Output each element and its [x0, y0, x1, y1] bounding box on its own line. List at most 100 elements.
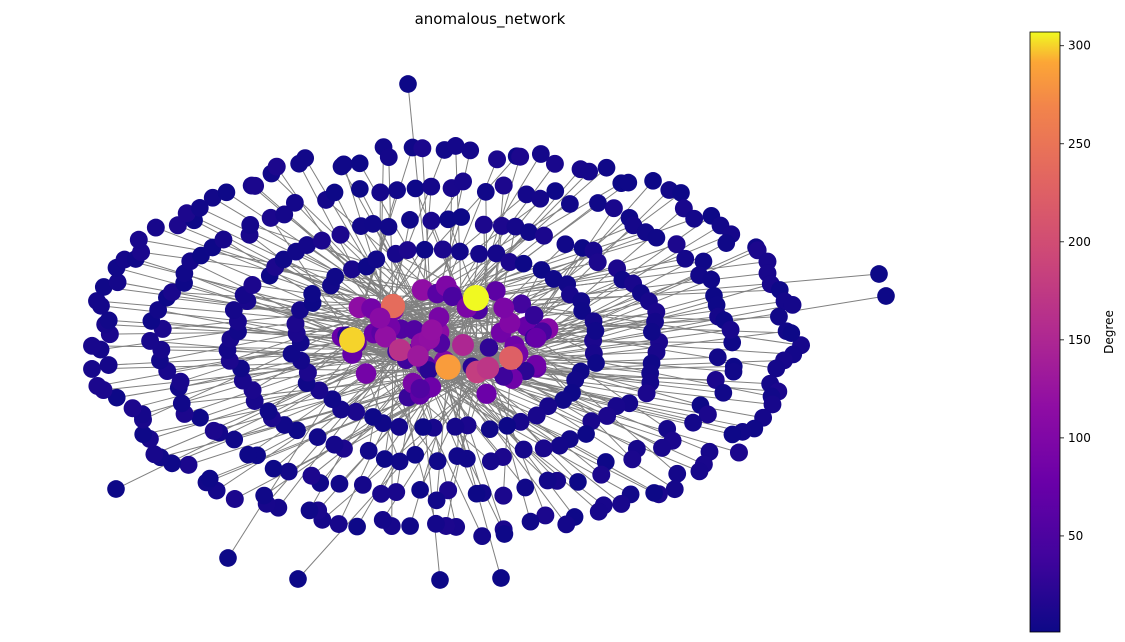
network-node: [544, 270, 563, 288]
network-node: [494, 366, 514, 386]
edge: [392, 305, 725, 321]
network-node: [619, 173, 638, 192]
hub-node: [435, 354, 461, 380]
network-node: [325, 183, 344, 202]
network-node: [355, 363, 377, 384]
network-node: [331, 225, 350, 244]
network-node: [387, 483, 406, 502]
colorbar-gradient: [1029, 31, 1061, 633]
network-node: [190, 199, 209, 217]
network-node: [367, 250, 386, 269]
network-node: [623, 450, 642, 469]
network-node: [191, 408, 209, 427]
network-node: [312, 231, 331, 250]
network-node: [123, 399, 142, 418]
network-node: [580, 162, 599, 181]
network-node: [612, 494, 631, 513]
network-node: [94, 278, 113, 296]
network-node: [637, 384, 656, 403]
network-node: [643, 323, 661, 341]
edge: [395, 253, 477, 299]
edge: [379, 231, 646, 319]
network-node: [470, 244, 489, 263]
network-node: [500, 253, 519, 272]
network-node: [706, 370, 725, 389]
network-node: [330, 474, 349, 493]
network-node: [239, 445, 257, 464]
network-node: [375, 450, 394, 468]
network-node: [524, 306, 544, 325]
network-node: [877, 287, 895, 305]
network-node: [88, 292, 106, 310]
network-node: [721, 320, 740, 339]
network-node: [546, 182, 565, 200]
network-node: [770, 307, 788, 326]
network-node: [285, 193, 304, 212]
network-node: [171, 372, 190, 391]
hub-node: [421, 319, 443, 341]
hub-node: [499, 346, 523, 370]
network-node: [134, 425, 153, 444]
edge: [334, 371, 478, 446]
network-node: [411, 481, 429, 499]
network-node: [516, 478, 535, 497]
network-node: [88, 376, 107, 395]
edge: [447, 366, 560, 447]
network-node: [461, 141, 480, 160]
network-node: [498, 416, 517, 435]
network-node: [219, 549, 237, 567]
network-node: [557, 515, 576, 534]
network-node: [413, 139, 432, 158]
network-node: [99, 311, 118, 330]
hub-node: [452, 334, 474, 356]
network-node: [279, 462, 298, 481]
network-node: [353, 475, 372, 494]
network-node: [569, 473, 587, 491]
network-node: [99, 356, 118, 374]
network-node: [261, 208, 280, 227]
network-node: [439, 210, 458, 229]
edge: [277, 349, 401, 509]
hub-node: [463, 285, 489, 311]
network-node: [329, 515, 348, 533]
node-layer: [83, 75, 895, 589]
network-node: [534, 439, 553, 458]
network-node: [782, 324, 801, 342]
edge: [252, 305, 394, 391]
network-node: [767, 359, 786, 378]
network-node: [494, 176, 513, 195]
network-node: [410, 378, 430, 399]
network-node: [520, 223, 538, 241]
network-node: [296, 149, 315, 167]
network-node: [511, 147, 530, 166]
edge: [284, 371, 478, 426]
network-node: [714, 383, 733, 402]
hub-node: [407, 345, 429, 367]
network-node: [534, 226, 553, 245]
network-node: [506, 217, 525, 236]
network-node: [514, 254, 533, 273]
network-node: [442, 286, 463, 307]
network-node: [450, 242, 469, 261]
network-node: [538, 471, 557, 490]
network-node: [694, 252, 713, 271]
network-node: [446, 417, 465, 436]
network-node: [149, 301, 168, 319]
network-node: [224, 301, 243, 319]
network-node: [422, 177, 441, 196]
edge: [297, 367, 489, 580]
network-node: [645, 484, 663, 502]
network-node: [371, 183, 390, 202]
network-node: [401, 211, 419, 229]
network-node: [217, 183, 236, 202]
network-node: [145, 445, 164, 464]
network-node: [374, 326, 397, 348]
network-node: [214, 230, 233, 249]
network-node: [480, 420, 499, 439]
network-node: [665, 480, 684, 499]
network-node: [302, 466, 321, 485]
edge: [151, 320, 353, 341]
network-node: [717, 234, 736, 252]
network-node: [452, 208, 471, 226]
